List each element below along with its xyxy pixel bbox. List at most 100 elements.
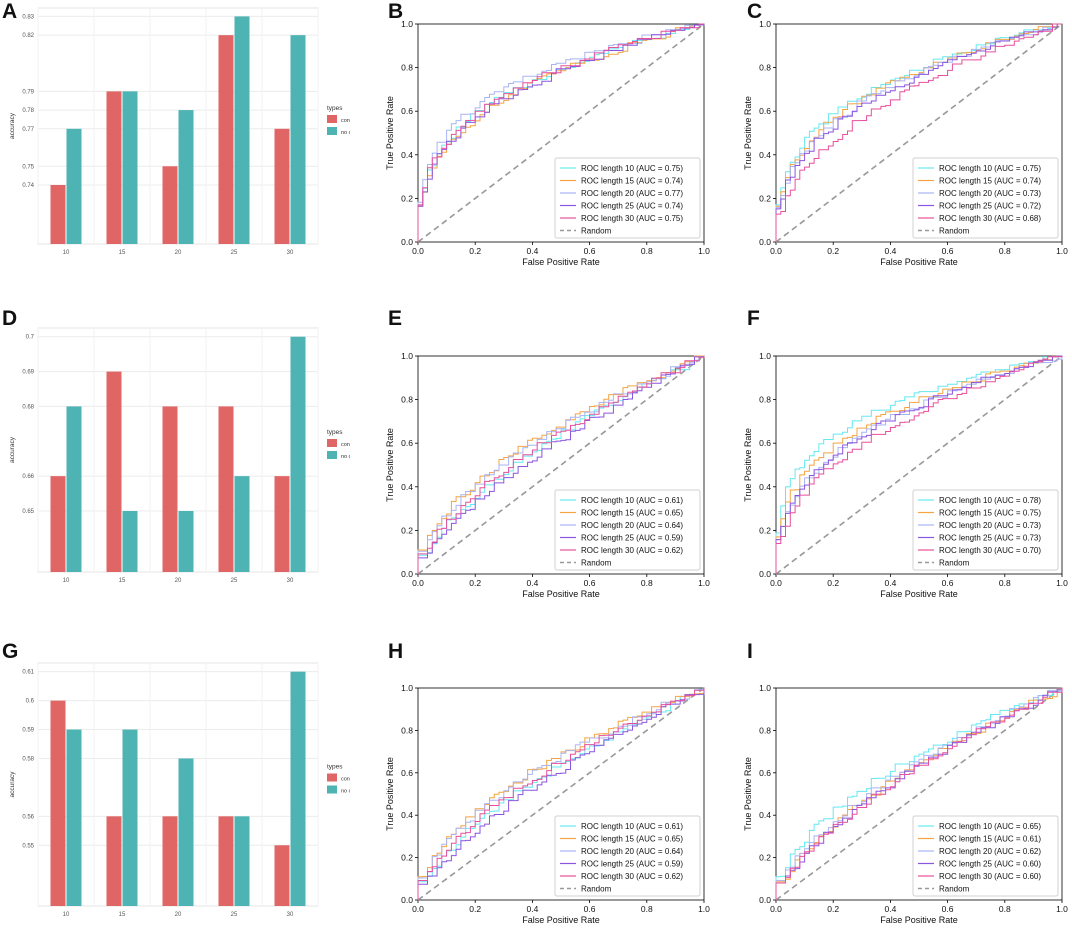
y-tick-label: 1.0 — [401, 19, 413, 29]
legend-label: ROC length 30 (AUC = 0.62) — [581, 546, 683, 555]
y-tick-label: 0.0 — [759, 237, 771, 247]
x-tick-label: 0.2 — [469, 578, 481, 588]
roc-curve-length-25 — [417, 24, 705, 242]
legend-label-contacted: contacted — [341, 442, 350, 448]
x-axis-label: False Positive Rate — [880, 589, 958, 599]
legend-label: ROC length 20 (AUC = 0.62) — [939, 847, 1041, 856]
y-tick-label: 0.55 — [22, 843, 34, 849]
x-tick-label: 0.4 — [884, 246, 896, 256]
y-tick-label: 0.8 — [759, 725, 771, 735]
y-axis-label: True Positive Rate — [385, 96, 395, 170]
x-tick-label: 0.4 — [526, 904, 538, 914]
y-tick-label: 0.75 — [22, 164, 34, 170]
y-tick-label: 0.8 — [401, 725, 413, 735]
y-tick-label: 0.4 — [759, 482, 771, 492]
y-tick-label: 0.0 — [759, 569, 771, 579]
y-tick-label: 0.2 — [759, 525, 771, 535]
x-tick-label: 20 — [175, 250, 182, 256]
x-tick-label: 25 — [231, 912, 238, 918]
y-tick-label: 0.6 — [759, 438, 771, 448]
legend-label: ROC length 20 (AUC = 0.73) — [939, 189, 1041, 198]
y-tick-label: 1.0 — [401, 683, 413, 693]
roc-curve-length-30 — [417, 688, 705, 900]
bar-contacted — [218, 35, 234, 245]
legend-label: ROC length 30 (AUC = 0.62) — [581, 872, 683, 881]
legend-label-contacted: contacted — [341, 777, 350, 783]
bar-contacted — [50, 700, 66, 906]
x-tick-label: 0.4 — [884, 904, 896, 914]
x-axis-label: False Positive Rate — [522, 589, 600, 599]
legend-title: types — [327, 105, 343, 112]
roc-curve-length-30 — [775, 356, 1063, 574]
legend-label: ROC length 20 (AUC = 0.73) — [939, 521, 1041, 530]
y-axis-label: True Positive Rate — [385, 428, 395, 502]
x-axis-label: False Positive Rate — [880, 915, 958, 925]
x-axis-label: False Positive Rate — [522, 915, 600, 925]
bar-no-contacted — [122, 511, 138, 572]
bar-no-contacted — [290, 671, 306, 906]
roc-curve-length-30 — [775, 23, 1062, 242]
y-tick-label: 1.0 — [401, 351, 413, 361]
legend-box — [554, 157, 701, 239]
y-tick-label: 0.58 — [22, 756, 34, 762]
roc-curve-length-30 — [417, 23, 704, 242]
legend-label-contacted: contacted — [341, 118, 350, 124]
legend-swatch-no-contacted — [327, 785, 337, 794]
y-tick-label: 0.6 — [759, 106, 771, 116]
panel-letter-a: A — [2, 0, 18, 23]
bar-contacted — [218, 816, 234, 906]
legend-box — [554, 489, 701, 571]
x-tick-label: 0.6 — [942, 246, 954, 256]
bar-contacted — [162, 816, 178, 906]
y-tick-label: 0.82 — [22, 33, 34, 39]
panel-letter-i: I — [747, 640, 753, 663]
bar-no-contacted — [66, 729, 82, 906]
bar-no-contacted — [66, 128, 82, 244]
legend-label: ROC length 25 (AUC = 0.72) — [939, 202, 1041, 211]
bar-no-contacted — [122, 91, 138, 244]
roc-curve-length-20 — [417, 23, 704, 242]
y-tick-label: 0.6 — [401, 768, 413, 778]
y-tick-label: 0.8 — [401, 395, 413, 405]
x-tick-label: 1.0 — [698, 246, 710, 256]
y-tick-label: 0.8 — [759, 395, 771, 405]
y-tick-label: 0.69 — [22, 370, 34, 376]
bar-chart-d: 0.65 0.66 0.68 0.69 0.7 10 15 20 25 30 accuracy typ… — [9, 327, 350, 584]
y-tick-label: 0.0 — [401, 895, 413, 905]
panel-letter-e: E — [388, 307, 403, 330]
legend-label: ROC length 15 (AUC = 0.74) — [581, 177, 683, 186]
y-tick-label: 0.59 — [22, 728, 34, 734]
bar-no-contacted — [290, 336, 306, 572]
legend-label-random: Random — [939, 559, 970, 568]
x-tick-label: 0.8 — [641, 904, 653, 914]
y-axis-label: True Positive Rate — [743, 757, 753, 831]
legend-label: ROC length 25 (AUC = 0.59) — [581, 534, 683, 543]
x-tick-label: 0.4 — [526, 578, 538, 588]
legend-label: ROC length 30 (AUC = 0.75) — [581, 214, 683, 223]
x-tick-label: 0.2 — [469, 246, 481, 256]
panel-letter-c: C — [747, 0, 763, 23]
bar-chart-a: 0.74 0.75 0.77 0.78 0.79 0.82 0.83 10 15 20 25 30 ac… — [9, 7, 350, 256]
legend-label: ROC length 15 (AUC = 0.65) — [581, 509, 683, 518]
x-tick-label: 10 — [63, 578, 70, 584]
roc-curve-length-25 — [417, 688, 705, 900]
x-tick-label: 0.0 — [770, 578, 782, 588]
roc-curve-length-20 — [775, 688, 1063, 900]
roc-curve-length-20 — [417, 356, 705, 574]
y-axis-label: accuracy — [9, 436, 16, 463]
legend-label-no-contacted: no contactec — [341, 454, 350, 460]
x-tick-label: 0.2 — [827, 904, 839, 914]
x-tick-label: 0.4 — [526, 246, 538, 256]
legend-label: ROC length 10 (AUC = 0.61) — [581, 822, 683, 831]
roc-chart-c: 0.00.0 0.2 0.2 0.4 0.4 0.6 0.6 0.8 0.8 1.0 1.0 Fals… — [743, 19, 1068, 267]
legend-label-random: Random — [939, 885, 970, 894]
bar-no-contacted — [178, 511, 194, 572]
plot-area — [37, 662, 319, 907]
y-tick-label: 1.0 — [759, 683, 771, 693]
bar-contacted — [50, 185, 66, 244]
legend-label-random: Random — [939, 227, 970, 236]
bar-no-contacted — [178, 110, 194, 244]
legend-label: ROC length 15 (AUC = 0.75) — [939, 509, 1041, 518]
y-tick-label: 0.61 — [22, 670, 34, 676]
x-tick-label: 30 — [287, 912, 294, 918]
